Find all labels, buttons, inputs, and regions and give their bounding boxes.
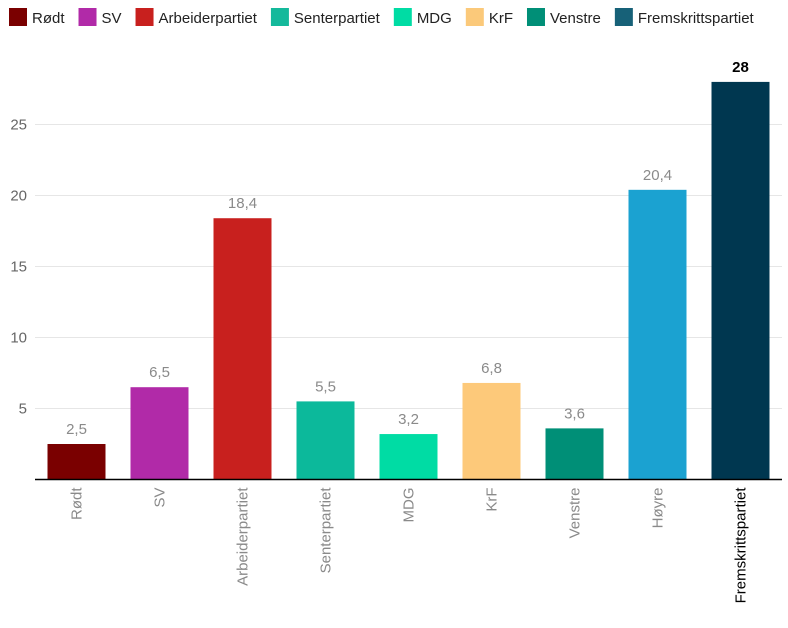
y-tick-label-5: 5 <box>19 401 27 418</box>
value-label-rodt: 2,5 <box>66 421 87 438</box>
value-label-fremskrittspartiet: 28 <box>732 59 749 76</box>
bar-arbeiderpartiet <box>213 218 272 480</box>
legend-label-mdg: MDG <box>417 10 452 27</box>
value-label-arbeiderpartiet: 18,4 <box>228 195 257 212</box>
bar-krf <box>462 382 521 480</box>
category-label-mdg: MDG <box>401 488 418 523</box>
value-label-sv: 6,5 <box>149 364 170 381</box>
bar-hoyre <box>628 189 687 480</box>
legend-label-senterpartiet: Senterpartiet <box>294 10 381 27</box>
legend-swatch-fremskrittspartiet <box>614 8 633 26</box>
legend-label-arbeiderpartiet: Arbeiderpartiet <box>159 10 258 27</box>
bar-sv <box>130 387 189 480</box>
legend-label-krf: KrF <box>489 10 513 27</box>
category-labels: Rødt SV Arbeiderpartiet Senterpartiet MDG KrF… <box>69 487 750 604</box>
bar-rodt <box>47 444 106 480</box>
category-label-arbeiderpartiet: Arbeiderpartiet <box>235 487 252 586</box>
y-tick-label-15: 15 <box>10 259 27 276</box>
bar-senterpartiet <box>296 401 355 480</box>
bar-mdg <box>379 434 438 480</box>
legend-label-sv: SV <box>102 10 122 27</box>
y-tick-label-10: 10 <box>10 330 27 347</box>
legend-label-venstre: Venstre <box>550 10 601 27</box>
value-label-mdg: 3,2 <box>398 411 419 428</box>
category-label-senterpartiet: Senterpartiet <box>318 487 335 574</box>
y-tick-label-20: 20 <box>10 188 27 205</box>
category-label-fremskrittspartiet: Fremskrittspartiet <box>733 487 750 604</box>
bars <box>47 81 770 480</box>
category-label-venstre: Venstre <box>567 488 584 539</box>
bar-fremskrittspartiet <box>711 81 770 480</box>
category-label-hoyre: Høyre <box>650 488 667 529</box>
legend-label-fremskrittspartiet: Fremskrittspartiet <box>638 10 755 27</box>
chart-legend: Rødt SV Arbeiderpartiet Senterpartiet MDG KrF… <box>9 8 755 27</box>
value-labels: 2,5 6,5 18,4 5,5 3,2 6,8 3,6 20,4 28 <box>66 59 749 438</box>
legend-swatch-mdg <box>393 8 412 26</box>
legend-swatch-krf <box>465 8 484 26</box>
legend-swatch-arbeiderpartiet <box>135 8 154 26</box>
value-label-venstre: 3,6 <box>564 405 585 422</box>
value-label-senterpartiet: 5,5 <box>315 378 336 395</box>
legend-swatch-rodt <box>9 8 27 26</box>
legend-label-rodt: Rødt <box>32 10 65 27</box>
category-label-sv: SV <box>152 488 169 508</box>
legend-swatch-venstre <box>526 8 545 26</box>
value-label-krf: 6,8 <box>481 360 502 377</box>
legend-swatch-sv <box>78 8 97 26</box>
category-label-krf: KrF <box>484 488 501 512</box>
legend-swatch-senterpartiet <box>270 8 289 26</box>
category-label-rodt: Rødt <box>69 487 86 520</box>
y-axis-ticks: 5 10 15 20 25 <box>10 117 27 418</box>
y-tick-label-25: 25 <box>10 117 27 134</box>
bar-venstre <box>545 428 604 480</box>
value-label-hoyre: 20,4 <box>643 167 672 184</box>
